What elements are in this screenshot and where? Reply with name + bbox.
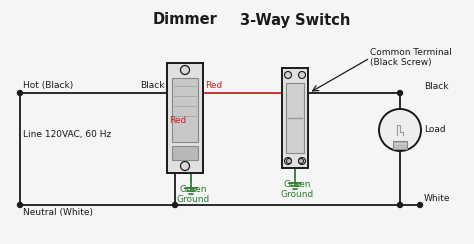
Text: Hot (Black): Hot (Black)	[23, 81, 73, 90]
Circle shape	[398, 91, 402, 95]
Bar	[282, 68, 308, 168]
Circle shape	[286, 159, 292, 163]
Text: 3-Way Switch: 3-Way Switch	[240, 12, 350, 28]
Bar	[172, 78, 198, 142]
Text: Line 120VAC, 60 Hz: Line 120VAC, 60 Hz	[23, 131, 111, 140]
Text: Green
Ground: Green Ground	[281, 180, 314, 199]
Circle shape	[18, 203, 22, 207]
Bar	[167, 63, 203, 173]
Text: Dimmer: Dimmer	[153, 12, 218, 28]
Text: Common Terminal
(Black Screw): Common Terminal (Black Screw)	[370, 48, 452, 67]
Circle shape	[398, 203, 402, 207]
Circle shape	[181, 162, 190, 171]
Circle shape	[284, 71, 292, 79]
Circle shape	[299, 159, 303, 163]
Circle shape	[173, 203, 177, 207]
Text: Green
Ground: Green Ground	[176, 185, 210, 204]
Circle shape	[284, 157, 292, 164]
Text: Red: Red	[169, 116, 186, 125]
Circle shape	[299, 157, 306, 164]
Text: White: White	[424, 194, 450, 203]
Text: Red: Red	[205, 81, 222, 90]
Text: Load: Load	[424, 125, 446, 134]
Bar	[286, 83, 304, 153]
Bar	[172, 146, 198, 160]
Circle shape	[418, 203, 422, 207]
Bar	[393, 141, 407, 149]
Text: Black: Black	[424, 82, 448, 91]
Text: Black: Black	[140, 81, 165, 90]
Circle shape	[181, 65, 190, 74]
Circle shape	[379, 109, 421, 151]
Circle shape	[299, 71, 306, 79]
Text: Neutral (White): Neutral (White)	[23, 208, 93, 217]
Circle shape	[18, 91, 22, 95]
